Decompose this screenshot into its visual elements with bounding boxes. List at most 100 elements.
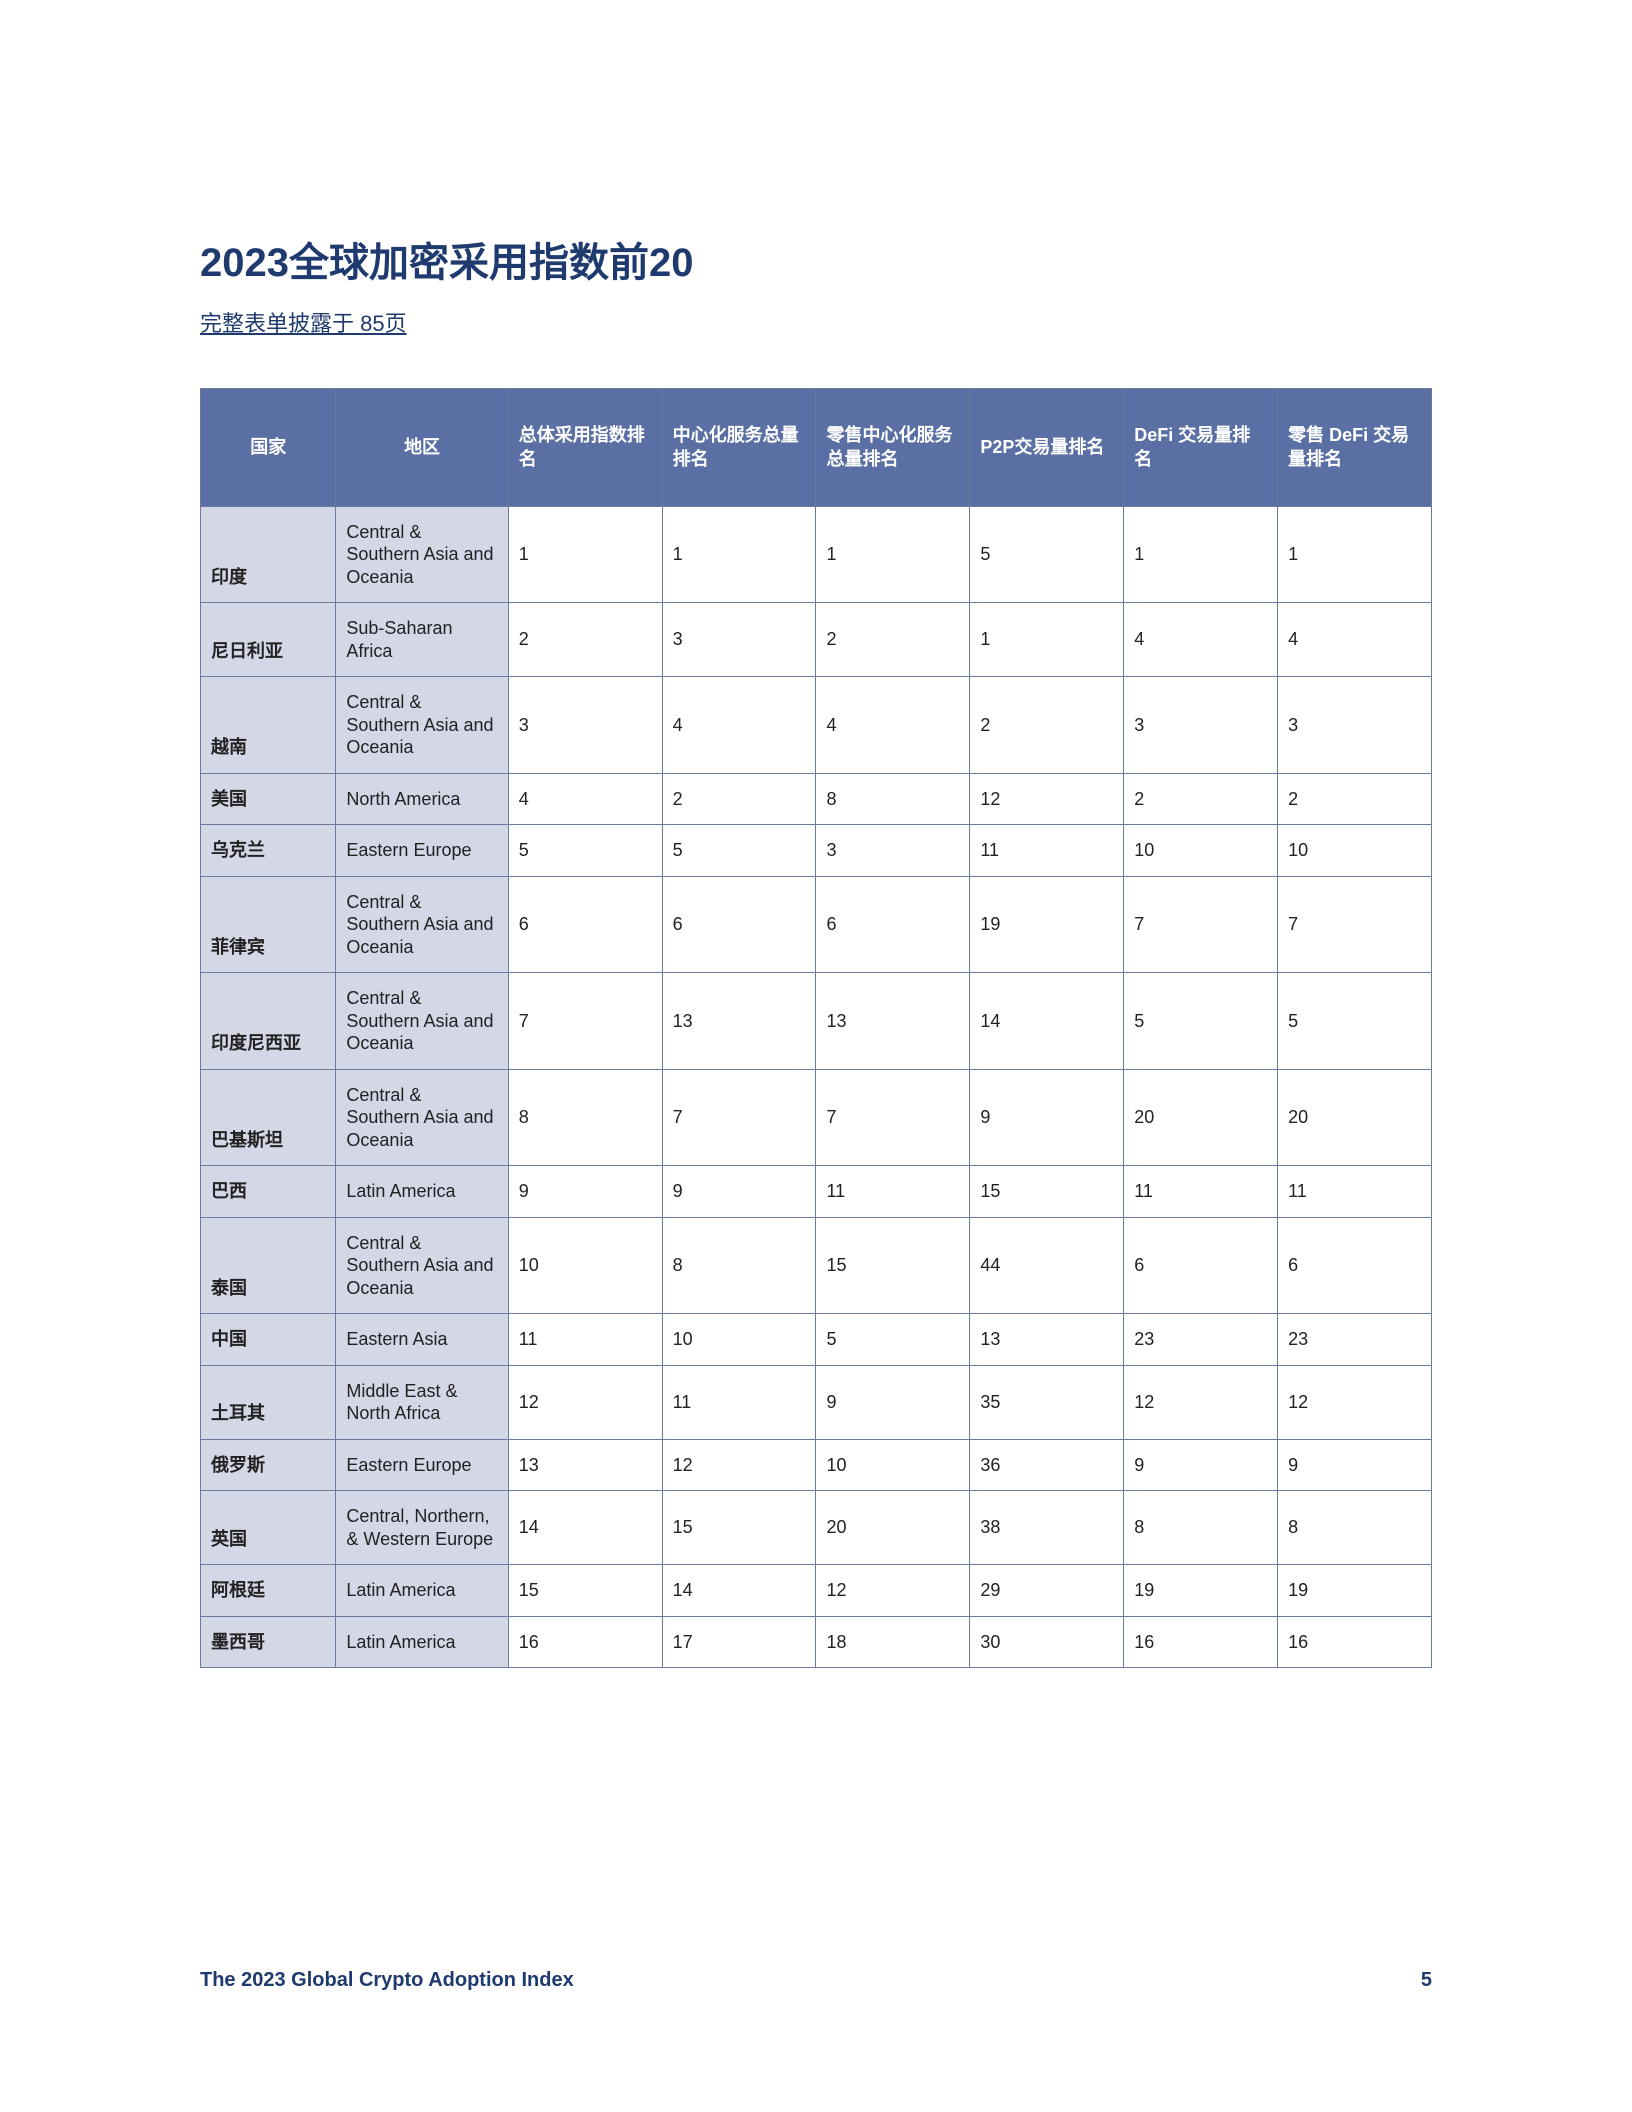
cell-region: Latin America — [336, 1166, 508, 1218]
cell-value: 8 — [1278, 1491, 1432, 1565]
cell-value: 19 — [1278, 1565, 1432, 1617]
table-row: 阿根廷Latin America151412291919 — [201, 1565, 1432, 1617]
cell-value: 1 — [1278, 506, 1432, 603]
cell-value: 4 — [1278, 603, 1432, 677]
cell-value: 4 — [662, 677, 816, 774]
cell-value: 13 — [970, 1314, 1124, 1366]
column-header: 零售中心化服务总量排名 — [816, 389, 970, 507]
cell-country: 俄罗斯 — [201, 1439, 336, 1491]
cell-country: 美国 — [201, 773, 336, 825]
cell-value: 14 — [970, 973, 1124, 1070]
cell-value: 10 — [662, 1314, 816, 1366]
cell-value: 8 — [816, 773, 970, 825]
cell-value: 13 — [816, 973, 970, 1070]
cell-value: 4 — [508, 773, 662, 825]
full-table-link[interactable]: 完整表单披露于 85页 — [200, 306, 407, 338]
cell-value: 11 — [970, 825, 1124, 877]
column-header: 零售 DeFi 交易量排名 — [1278, 389, 1432, 507]
cell-region: Central & Southern Asia and Oceania — [336, 1069, 508, 1166]
cell-value: 38 — [970, 1491, 1124, 1565]
cell-value: 17 — [662, 1616, 816, 1668]
cell-value: 30 — [970, 1616, 1124, 1668]
cell-value: 9 — [816, 1365, 970, 1439]
cell-value: 19 — [1124, 1565, 1278, 1617]
cell-region: Eastern Asia — [336, 1314, 508, 1366]
cell-country: 土耳其 — [201, 1365, 336, 1439]
cell-region: Sub-Saharan Africa — [336, 603, 508, 677]
cell-value: 15 — [662, 1491, 816, 1565]
cell-value: 4 — [1124, 603, 1278, 677]
cell-region: Eastern Europe — [336, 825, 508, 877]
cell-country: 泰国 — [201, 1217, 336, 1314]
table-row: 美国North America4281222 — [201, 773, 1432, 825]
table-row: 巴基斯坦Central & Southern Asia and Oceania8… — [201, 1069, 1432, 1166]
cell-value: 7 — [1124, 876, 1278, 973]
cell-value: 5 — [508, 825, 662, 877]
cell-value: 14 — [508, 1491, 662, 1565]
cell-value: 9 — [1278, 1439, 1432, 1491]
cell-value: 5 — [1124, 973, 1278, 1070]
cell-country: 越南 — [201, 677, 336, 774]
cell-value: 6 — [1278, 1217, 1432, 1314]
cell-value: 8 — [662, 1217, 816, 1314]
cell-value: 5 — [816, 1314, 970, 1366]
column-header: 地区 — [336, 389, 508, 507]
cell-value: 13 — [662, 973, 816, 1070]
cell-region: Eastern Europe — [336, 1439, 508, 1491]
table-row: 乌克兰Eastern Europe553111010 — [201, 825, 1432, 877]
cell-value: 16 — [508, 1616, 662, 1668]
cell-value: 12 — [970, 773, 1124, 825]
table-row: 越南Central & Southern Asia and Oceania344… — [201, 677, 1432, 774]
cell-value: 2 — [1278, 773, 1432, 825]
cell-region: Central & Southern Asia and Oceania — [336, 973, 508, 1070]
cell-value: 9 — [508, 1166, 662, 1218]
cell-value: 15 — [970, 1166, 1124, 1218]
cell-value: 4 — [816, 677, 970, 774]
cell-value: 35 — [970, 1365, 1124, 1439]
cell-value: 3 — [662, 603, 816, 677]
cell-value: 2 — [1124, 773, 1278, 825]
table-row: 土耳其Middle East & North Africa12119351212 — [201, 1365, 1432, 1439]
cell-value: 23 — [1278, 1314, 1432, 1366]
cell-value: 16 — [1278, 1616, 1432, 1668]
cell-value: 11 — [662, 1365, 816, 1439]
cell-value: 10 — [508, 1217, 662, 1314]
cell-value: 3 — [1124, 677, 1278, 774]
cell-country: 印度尼西亚 — [201, 973, 336, 1070]
cell-value: 10 — [816, 1439, 970, 1491]
table-row: 尼日利亚Sub-Saharan Africa232144 — [201, 603, 1432, 677]
cell-value: 3 — [508, 677, 662, 774]
cell-value: 5 — [970, 506, 1124, 603]
cell-value: 10 — [1124, 825, 1278, 877]
cell-value: 2 — [970, 677, 1124, 774]
cell-value: 12 — [1124, 1365, 1278, 1439]
cell-value: 16 — [1124, 1616, 1278, 1668]
table-row: 英国Central, Northern, & Western Europe141… — [201, 1491, 1432, 1565]
table-row: 中国Eastern Asia11105132323 — [201, 1314, 1432, 1366]
cell-country: 菲律宾 — [201, 876, 336, 973]
cell-value: 15 — [508, 1565, 662, 1617]
cell-value: 12 — [662, 1439, 816, 1491]
footer-title: The 2023 Global Crypto Adoption Index — [200, 1969, 574, 1992]
cell-value: 1 — [508, 506, 662, 603]
cell-value: 8 — [508, 1069, 662, 1166]
cell-value: 14 — [662, 1565, 816, 1617]
cell-country: 乌克兰 — [201, 825, 336, 877]
cell-region: Central & Southern Asia and Oceania — [336, 677, 508, 774]
cell-region: Central, Northern, & Western Europe — [336, 1491, 508, 1565]
cell-value: 10 — [1278, 825, 1432, 877]
table-row: 墨西哥Latin America161718301616 — [201, 1616, 1432, 1668]
cell-region: Central & Southern Asia and Oceania — [336, 1217, 508, 1314]
cell-value: 5 — [1278, 973, 1432, 1070]
cell-value: 9 — [662, 1166, 816, 1218]
cell-value: 12 — [816, 1565, 970, 1617]
cell-country: 巴基斯坦 — [201, 1069, 336, 1166]
table-row: 泰国Central & Southern Asia and Oceania108… — [201, 1217, 1432, 1314]
cell-value: 20 — [1124, 1069, 1278, 1166]
cell-value: 36 — [970, 1439, 1124, 1491]
page-footer: The 2023 Global Crypto Adoption Index 5 — [200, 1969, 1432, 1992]
cell-value: 7 — [662, 1069, 816, 1166]
column-header: P2P交易量排名 — [970, 389, 1124, 507]
cell-country: 巴西 — [201, 1166, 336, 1218]
cell-value: 7 — [508, 973, 662, 1070]
